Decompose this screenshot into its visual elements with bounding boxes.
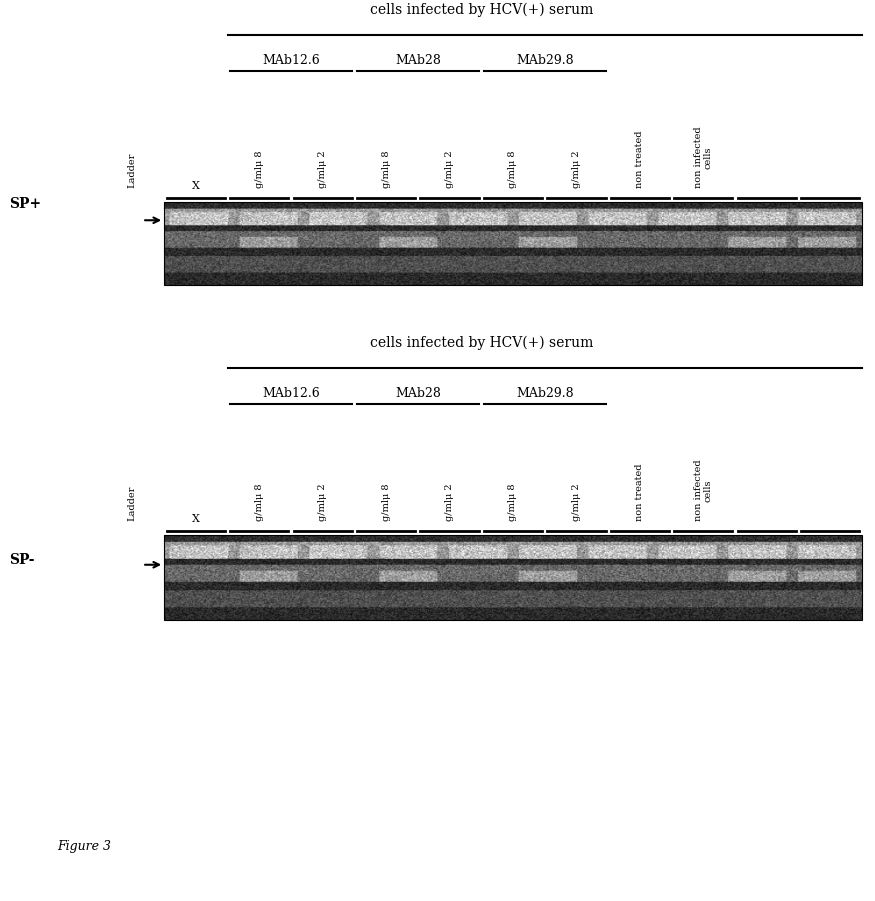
Text: MAb28: MAb28 [395, 54, 441, 67]
Text: non infected
cells: non infected cells [694, 460, 713, 522]
Text: Ladder: Ladder [128, 153, 136, 188]
Text: Figure 3: Figure 3 [57, 841, 111, 853]
Text: X: X [192, 514, 200, 524]
Text: non treated: non treated [635, 464, 644, 522]
Text: cells infected by HCV(+) serum: cells infected by HCV(+) serum [369, 3, 593, 17]
Text: MAb28: MAb28 [395, 387, 441, 400]
Text: g/mlμ 8: g/mlμ 8 [382, 484, 390, 522]
Text: non treated: non treated [635, 131, 644, 188]
Text: cells infected by HCV(+) serum: cells infected by HCV(+) serum [369, 336, 593, 350]
Bar [164, 535, 862, 620]
Text: SP+: SP+ [9, 197, 41, 211]
Text: g/mlμ 8: g/mlμ 8 [508, 484, 517, 522]
Text: g/mlμ 2: g/mlμ 2 [572, 150, 581, 188]
Text: SP-: SP- [9, 553, 34, 568]
Text: MAb29.8: MAb29.8 [516, 387, 573, 400]
Text: g/mlμ 2: g/mlμ 2 [318, 150, 327, 188]
Text: g/mlμ 8: g/mlμ 8 [382, 151, 390, 188]
Text: non infected
cells: non infected cells [694, 127, 713, 188]
Text: MAb12.6: MAb12.6 [262, 387, 320, 400]
Text: g/mlμ 8: g/mlμ 8 [508, 151, 517, 188]
Text: Ladder: Ladder [128, 487, 136, 522]
Text: MAb12.6: MAb12.6 [262, 54, 320, 67]
Text: X: X [192, 181, 200, 191]
Text: g/mlμ 2: g/mlμ 2 [445, 484, 454, 522]
Text: g/mlμ 8: g/mlμ 8 [255, 484, 263, 522]
Text: MAb29.8: MAb29.8 [516, 54, 573, 67]
Bar [164, 202, 862, 285]
Text: g/mlμ 2: g/mlμ 2 [318, 484, 327, 522]
Text: g/mlμ 2: g/mlμ 2 [445, 150, 454, 188]
Text: g/mlμ 2: g/mlμ 2 [572, 484, 581, 522]
Text: g/mlμ 8: g/mlμ 8 [255, 151, 263, 188]
